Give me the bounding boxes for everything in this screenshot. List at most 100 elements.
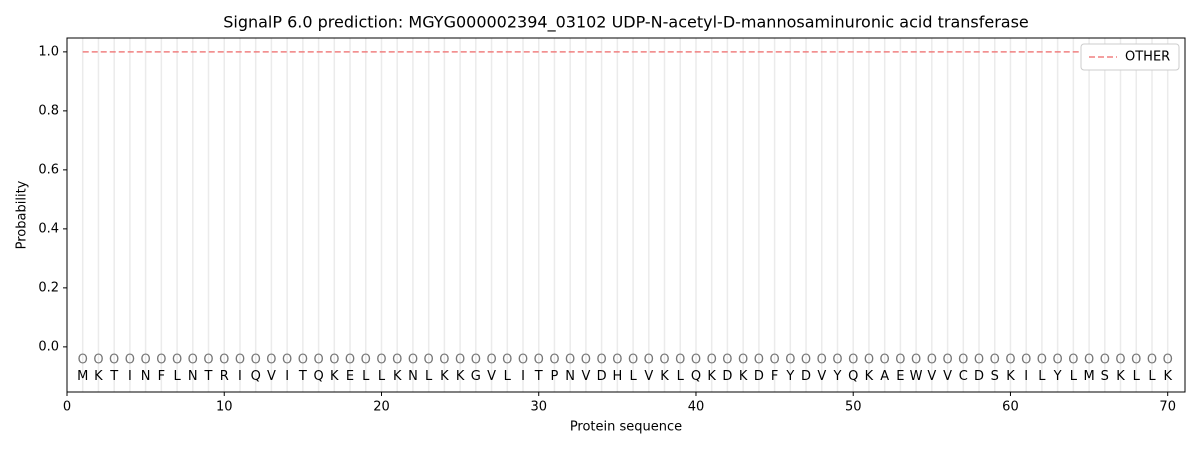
residue-label: K xyxy=(739,369,748,384)
region-label: O xyxy=(125,353,135,368)
region-label: O xyxy=(990,353,1000,368)
residue-label: I xyxy=(128,369,132,384)
residue-label: Y xyxy=(785,369,794,384)
region-label: O xyxy=(141,353,151,368)
region-label: O xyxy=(1005,353,1015,368)
region-label: O xyxy=(644,353,654,368)
residue-label: D xyxy=(801,369,811,384)
region-label: O xyxy=(659,353,669,368)
residue-label: V xyxy=(817,369,826,384)
residue-label: V xyxy=(943,369,952,384)
region-label: O xyxy=(156,353,166,368)
residue-label: L xyxy=(378,369,386,384)
region-label: O xyxy=(675,353,685,368)
residue-label: L xyxy=(1148,369,1156,384)
region-label: O xyxy=(754,353,764,368)
residue-label: T xyxy=(109,369,118,384)
residue-label: T xyxy=(534,369,543,384)
residue-label: Q xyxy=(691,369,701,384)
residue-label: K xyxy=(393,369,402,384)
region-label: O xyxy=(1100,353,1110,368)
residue-label: K xyxy=(1006,369,1015,384)
residue-label: F xyxy=(771,369,778,384)
residue-label: K xyxy=(707,369,716,384)
residue-label: K xyxy=(865,369,874,384)
residue-label: D xyxy=(974,369,984,384)
region-label: O xyxy=(235,353,245,368)
residue-label: S xyxy=(991,369,999,384)
residue-label: D xyxy=(754,369,764,384)
region-label: O xyxy=(738,353,748,368)
region-label: O xyxy=(942,353,952,368)
residue-label: A xyxy=(880,369,889,384)
x-tick-label: 60 xyxy=(1002,400,1019,415)
region-label: O xyxy=(282,353,292,368)
region-label: O xyxy=(927,353,937,368)
x-tick-label: 50 xyxy=(845,400,862,415)
region-label: O xyxy=(1021,353,1031,368)
residue-label: Q xyxy=(313,369,323,384)
residue-label: L xyxy=(173,369,181,384)
residue-label: L xyxy=(425,369,433,384)
region-label: O xyxy=(974,353,984,368)
x-tick-label: 70 xyxy=(1159,400,1176,415)
region-label: O xyxy=(502,353,512,368)
region-label: O xyxy=(471,353,481,368)
residue-label: L xyxy=(504,369,512,384)
x-tick-label: 10 xyxy=(216,400,233,415)
region-label: O xyxy=(1147,353,1157,368)
region-label: O xyxy=(628,353,638,368)
region-label: O xyxy=(518,353,528,368)
region-label: O xyxy=(801,353,811,368)
residue-label: E xyxy=(896,369,904,384)
legend-label: OTHER xyxy=(1125,50,1170,65)
residue-label: D xyxy=(722,369,732,384)
region-label: O xyxy=(597,353,607,368)
y-tick-label: 0.0 xyxy=(38,339,59,354)
y-tick-label: 0.6 xyxy=(38,162,59,177)
region-label: O xyxy=(486,353,496,368)
region-label: O xyxy=(408,353,418,368)
residue-label: K xyxy=(660,369,669,384)
chart-title: SignalP 6.0 prediction: MGYG000002394_03… xyxy=(223,13,1029,33)
residue-label: V xyxy=(644,369,653,384)
residue-label: N xyxy=(565,369,575,384)
region-label: O xyxy=(1084,353,1094,368)
legend-box xyxy=(1080,43,1180,71)
region-label: O xyxy=(1163,353,1173,368)
residue-label: M xyxy=(77,369,88,384)
x-tick-label: 40 xyxy=(688,400,705,415)
region-label: O xyxy=(880,353,890,368)
y-tick-label: 0.2 xyxy=(38,280,59,295)
region-label: O xyxy=(911,353,921,368)
region-label: O xyxy=(817,353,827,368)
region-label: O xyxy=(313,353,323,368)
region-label: O xyxy=(188,353,198,368)
residue-label: K xyxy=(330,369,339,384)
residue-label: T xyxy=(204,369,213,384)
residue-label: T xyxy=(298,369,307,384)
region-label: O xyxy=(329,353,339,368)
region-label: O xyxy=(266,353,276,368)
region-label: O xyxy=(549,353,559,368)
region-label: O xyxy=(722,353,732,368)
residue-label: L xyxy=(1070,369,1078,384)
region-label: O xyxy=(93,353,103,368)
region-label: O xyxy=(219,353,229,368)
residue-label: N xyxy=(408,369,418,384)
region-label: O xyxy=(1115,353,1125,368)
residue-label: K xyxy=(1116,369,1125,384)
residue-label: I xyxy=(238,369,242,384)
region-label: O xyxy=(1068,353,1078,368)
residue-label: L xyxy=(1038,369,1046,384)
region-label: O xyxy=(785,353,795,368)
region-label: O xyxy=(864,353,874,368)
residue-label: R xyxy=(220,369,229,384)
residue-label: L xyxy=(362,369,370,384)
region-label: O xyxy=(298,353,308,368)
residue-label: K xyxy=(94,369,103,384)
residue-label: L xyxy=(1133,369,1141,384)
region-label: O xyxy=(769,353,779,368)
y-tick-label: 0.8 xyxy=(38,103,59,118)
